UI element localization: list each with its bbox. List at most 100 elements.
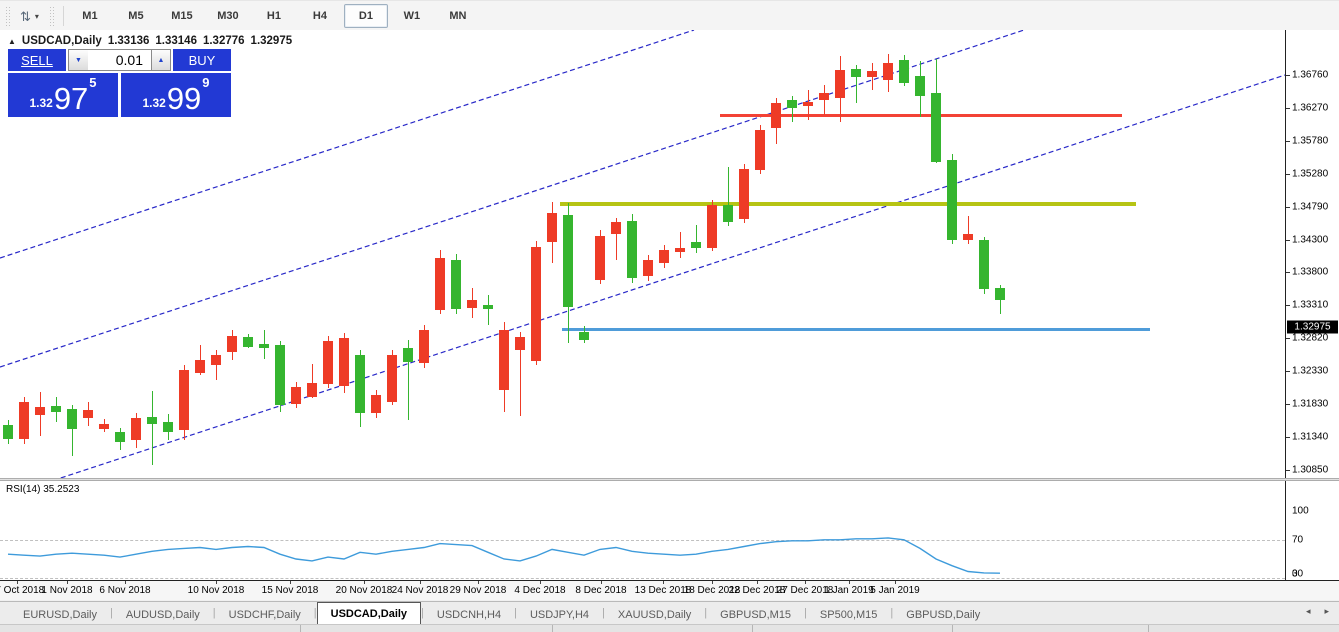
candle: [403, 348, 413, 363]
time-axis-tick: [601, 581, 602, 584]
candle: [659, 249, 669, 263]
toolbar: ⇅ ▾ M1 M5 M15 M30 H1 H4 D1 W1 MN: [0, 0, 1339, 32]
rsi-axis: 100 70 30 0: [1286, 481, 1339, 580]
candle: [691, 242, 701, 248]
buy-button[interactable]: BUY: [173, 49, 231, 71]
timeframe-button-w1[interactable]: W1: [403, 10, 421, 22]
price-axis-label: 1.36270: [1292, 102, 1329, 114]
tab-usdcnh-h4[interactable]: USDCNH,H4: [436, 608, 502, 621]
tab-scroll-left-icon[interactable]: ◂: [1305, 606, 1311, 616]
candle: [995, 288, 1005, 300]
tab-sp500-m15[interactable]: SP500,M15: [819, 608, 878, 621]
price-axis-tick: [1286, 338, 1290, 340]
candle: [515, 337, 525, 350]
candle: [595, 236, 605, 280]
timeframe-button-m5[interactable]: M5: [128, 10, 144, 22]
candle: [115, 431, 125, 442]
price-axis-label: 1.31340: [1292, 431, 1329, 443]
time-axis-label: 13 Dec 2018: [634, 585, 692, 596]
tab-separator: |: [602, 607, 605, 619]
candle: [243, 337, 253, 347]
candle: [227, 335, 237, 352]
time-axis-tick: [67, 581, 68, 584]
channel-mid-line[interactable]: [0, 30, 1025, 368]
timeframe-button-mn[interactable]: MN: [449, 10, 467, 22]
tab-scroll-right-icon[interactable]: ▸: [1324, 606, 1329, 616]
price-axis[interactable]: 1.36760 1.36270 1.35780 1.35280 1.34790 1.343…: [1286, 30, 1339, 508]
timeframe-button-h1[interactable]: H1: [266, 10, 281, 22]
candle: [771, 103, 781, 128]
volume-increment-button[interactable]: ▲: [151, 49, 171, 71]
resistance-red-line[interactable]: [720, 114, 1122, 118]
toolbar-grip[interactable]: [5, 6, 10, 26]
candle: [211, 355, 221, 365]
channel-top-line[interactable]: [0, 30, 695, 259]
chevron-down-icon[interactable]: ▾: [34, 11, 39, 21]
candle-wick: [856, 65, 857, 103]
chart-bottom-border: [0, 580, 1339, 581]
sell-price-box[interactable]: 1.32 97 5: [8, 73, 118, 117]
time-axis-label: 1 Jan 2019: [824, 585, 874, 596]
tab-usdjpy-h4[interactable]: USDJPY,H4: [529, 608, 590, 621]
candle-wick: [728, 167, 729, 227]
time-axis-label: 10 Nov 2018: [187, 585, 245, 596]
new-order-button[interactable]: ⇅ ▾: [15, 4, 44, 28]
candle-wick: [72, 405, 73, 456]
pane-splitter[interactable]: [0, 478, 1339, 481]
candle-wick: [408, 340, 409, 420]
candle: [51, 406, 61, 412]
timeframe-button-d1[interactable]: D1: [343, 4, 388, 28]
toolbar-grip[interactable]: [48, 6, 54, 26]
tab-eurusd-daily[interactable]: EURUSD,Daily: [23, 608, 97, 621]
time-axis-tick: [712, 581, 713, 584]
price-axis-tick: [1286, 107, 1290, 109]
timeframe-button-m15[interactable]: M15: [171, 10, 193, 22]
candle: [147, 417, 157, 425]
volume-decrement-button[interactable]: ▼: [68, 49, 88, 71]
status-strip: [0, 624, 1339, 632]
time-axis-tick: [290, 581, 291, 584]
price-pane[interactable]: ▲ USDCAD,Daily 1.33136 1.33146 1.32776 1…: [0, 30, 1286, 478]
tab-gbpusd-m15[interactable]: GBPUSD,M15: [720, 608, 792, 621]
candle: [931, 93, 941, 162]
candle: [707, 205, 717, 248]
timeframe-button-m1[interactable]: M1: [82, 10, 98, 22]
time-axis-label: 1 Nov 2018: [41, 585, 93, 596]
tab-gbpusd-daily[interactable]: GBPUSD,Daily: [906, 608, 981, 621]
volume-input[interactable]: 0.01: [88, 49, 151, 71]
timeframe-button-m30[interactable]: M30: [217, 10, 239, 22]
support-yellow-line[interactable]: [560, 201, 1136, 206]
time-axis-tick: [757, 581, 758, 584]
collapse-chart-panel-icon[interactable]: ▲: [8, 36, 16, 46]
price-axis-label: 1.32820: [1292, 332, 1329, 344]
sell-price-prefix: 1.32: [29, 96, 53, 110]
price-axis-label: 1.36760: [1292, 69, 1329, 81]
buy-price-box[interactable]: 1.32 99 9: [121, 73, 231, 117]
tab-usdchf-daily[interactable]: USDCHF,Daily: [228, 608, 301, 621]
price-axis-label: 1.34300: [1292, 234, 1329, 245]
candle: [835, 69, 845, 98]
candle-wick: [792, 96, 793, 122]
timeframe-button-h4[interactable]: H4: [312, 10, 327, 22]
price-axis-tick: [1286, 371, 1290, 373]
rsi-axis-label: 0: [1292, 568, 1298, 580]
sell-button[interactable]: SELL: [8, 49, 66, 71]
candle: [355, 355, 365, 413]
tab-separator: |: [109, 607, 113, 619]
tab-usdcad-daily[interactable]: USDCAD,Daily: [316, 602, 422, 624]
price-axis-tick: [1286, 436, 1290, 438]
channel-bottom-line[interactable]: [0, 74, 1285, 478]
support-blue-line[interactable]: [562, 328, 1150, 332]
tab-audusd-daily[interactable]: AUDUSD,Daily: [125, 608, 200, 621]
candle: [483, 305, 493, 309]
price-axis-label: 1.35280: [1292, 168, 1329, 180]
candle: [675, 247, 685, 252]
time-axis-label: 4 Dec 2018: [514, 585, 566, 596]
tab-separator: |: [704, 607, 708, 619]
candle-wick: [312, 364, 313, 398]
tab-separator: |: [313, 607, 317, 619]
tab-xauusd-daily[interactable]: XAUUSD,Daily: [617, 608, 692, 621]
tab-separator: |: [804, 607, 807, 619]
rsi-pane[interactable]: RSI(14) 35.2523: [0, 481, 1286, 580]
